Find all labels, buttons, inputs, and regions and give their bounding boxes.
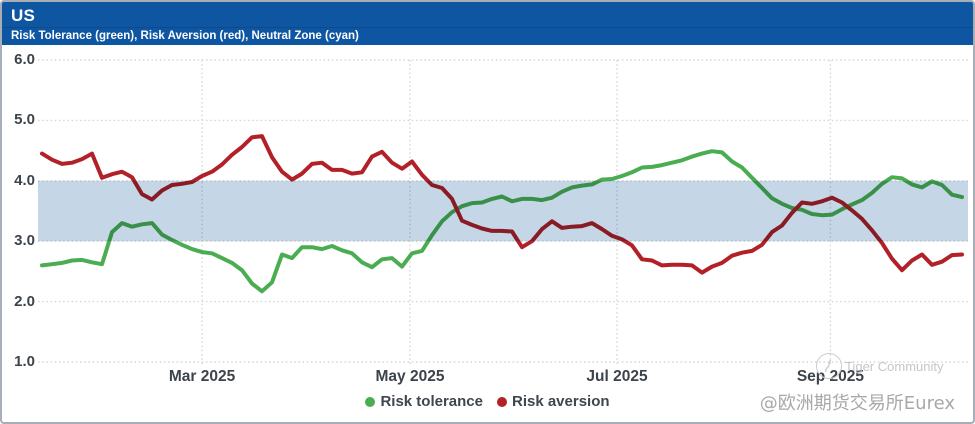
red-dot-icon <box>496 396 507 407</box>
watermark-community-label: Tiger Community <box>845 358 944 374</box>
green-dot-icon <box>365 396 376 407</box>
legend-label: Risk tolerance <box>380 393 483 410</box>
legend-item[interactable]: Risk aversion <box>496 393 610 410</box>
watermark-community: Tiger Community <box>816 353 943 379</box>
chart-header: US Risk Tolerance (green), Risk Aversion… <box>2 2 973 45</box>
y-tick-label: 1.0 <box>14 353 35 370</box>
page-title: US <box>11 6 36 25</box>
y-tick-label: 6.0 <box>14 51 35 68</box>
watermark-account: @欧洲期货交易所Eurex <box>759 393 955 414</box>
y-tick-label: 2.0 <box>14 292 35 310</box>
chart-legend: Risk tolerance Risk aversion <box>2 393 973 410</box>
chart-subtitle: Risk Tolerance (green), Risk Aversion (r… <box>2 27 973 42</box>
y-tick-label: 5.0 <box>14 111 35 129</box>
y-tick-label: 4.0 <box>14 171 35 189</box>
y-tick-label: 3.0 <box>14 232 35 250</box>
legend-item[interactable]: Risk tolerance <box>365 393 483 410</box>
x-tick-label: May 2025 <box>375 368 445 385</box>
x-tick-label: Jul 2025 <box>586 368 648 385</box>
tiger-logo-icon <box>816 353 842 379</box>
x-tick-label: Mar 2025 <box>168 368 236 385</box>
legend-label: Risk aversion <box>511 393 610 410</box>
